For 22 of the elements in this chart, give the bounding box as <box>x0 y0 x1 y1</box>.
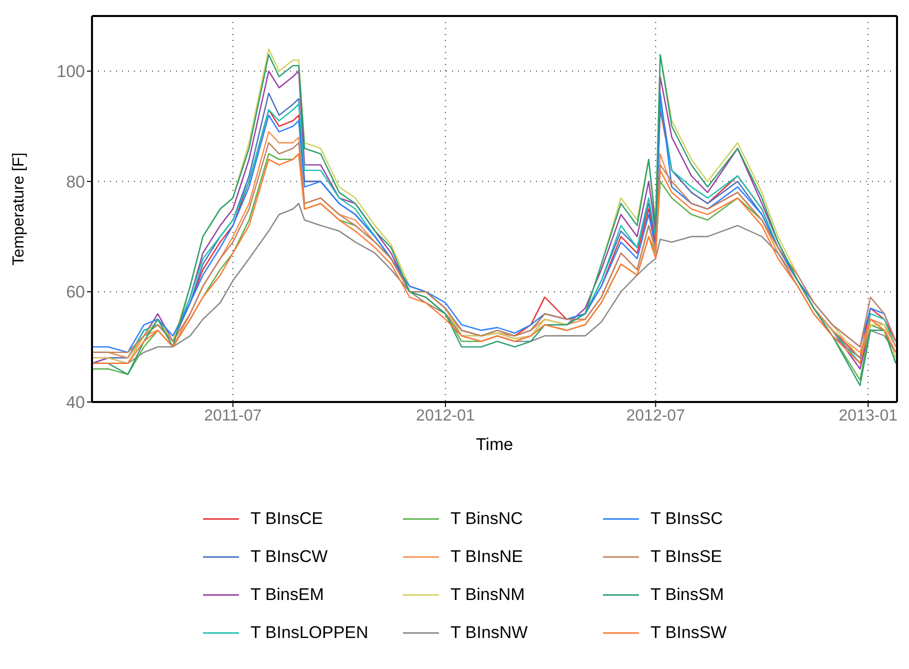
legend-label: T BInsSW <box>650 623 727 643</box>
x-axis-title: Time <box>476 435 514 454</box>
legend-label: T BinsSM <box>650 585 724 605</box>
x-tick-label: 2013-01 <box>838 407 898 424</box>
legend-label: T BInsCW <box>250 547 328 567</box>
legend-label: T BInsNW <box>450 623 528 643</box>
y-tick-label: 60 <box>66 282 85 302</box>
legend-label: T BInsNE <box>450 547 523 567</box>
x-tick-label: 2012-01 <box>416 407 475 424</box>
x-tick-label: 2012-07 <box>626 407 686 424</box>
y-tick-label: 80 <box>66 172 85 192</box>
legend-label: T BinsNM <box>450 585 525 605</box>
legend-label: T BInsCE <box>250 509 323 529</box>
legend-label: T BinsEM <box>250 585 324 605</box>
legend-label: T BInsLOPPEN <box>250 623 368 643</box>
x-tick-label: 2011-07 <box>204 407 262 424</box>
y-tick-label: 100 <box>56 62 85 82</box>
y-tick-label: 40 <box>66 393 85 412</box>
legend-label: T BinsNC <box>450 509 523 529</box>
legend-label: T BInsSC <box>650 509 723 529</box>
legend-label: T BInsSE <box>650 547 722 567</box>
y-axis-title: Temperature [F] <box>10 152 28 266</box>
